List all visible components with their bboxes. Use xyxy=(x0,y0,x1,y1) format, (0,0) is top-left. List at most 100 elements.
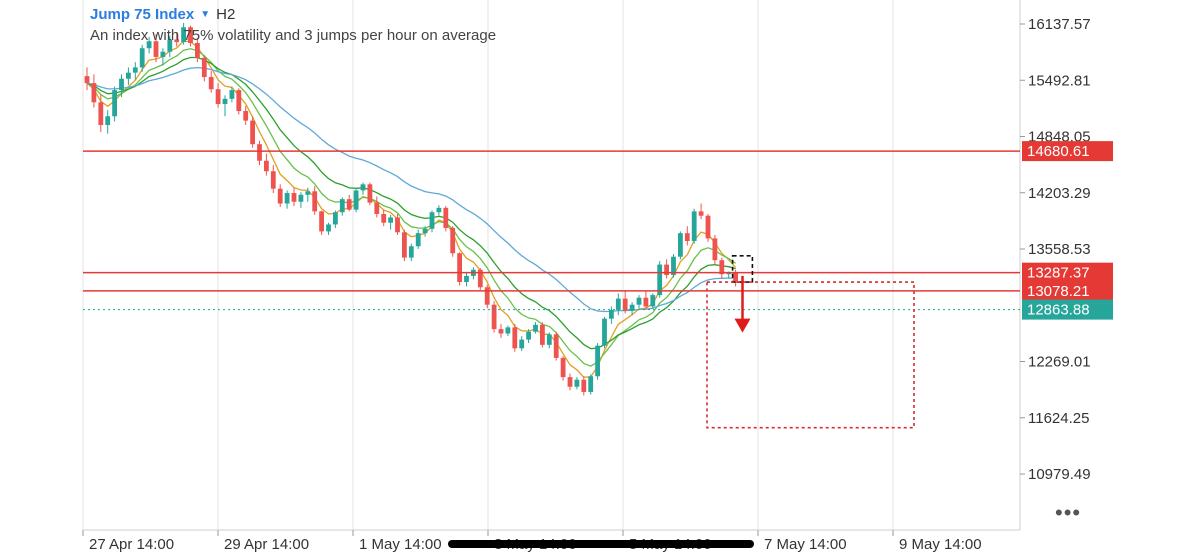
candle-body xyxy=(546,334,552,345)
candle-body xyxy=(664,264,669,276)
candle-body xyxy=(160,51,166,57)
candle-body xyxy=(622,298,628,311)
candle-body xyxy=(326,224,331,232)
candle-body xyxy=(188,27,193,43)
candle-body xyxy=(505,327,511,334)
candle-body xyxy=(429,212,435,229)
target-box-annotation xyxy=(706,281,915,429)
candle-body xyxy=(477,269,483,288)
candle-body xyxy=(712,238,718,261)
candle-body xyxy=(284,193,290,204)
candle-body xyxy=(395,217,400,233)
more-options-icon[interactable]: ••• xyxy=(1055,500,1082,525)
price-axis-label: 13558.53 xyxy=(1028,241,1091,258)
timeframe-label[interactable]: H2 xyxy=(216,6,236,23)
time-axis-label: 29 Apr 14:00 xyxy=(224,536,309,553)
candle-body xyxy=(346,199,352,210)
candle-body xyxy=(119,78,124,91)
candle-body xyxy=(684,233,690,242)
candle-body xyxy=(540,324,545,345)
candle-body xyxy=(298,194,304,202)
candle-body xyxy=(222,98,228,105)
entry-box-annotation xyxy=(731,255,754,283)
down-arrow-icon xyxy=(734,318,751,333)
symbol-name[interactable]: Jump 75 Index xyxy=(90,6,195,23)
candle-body xyxy=(408,246,414,258)
candle-body xyxy=(678,233,683,257)
candle-body xyxy=(312,191,318,212)
candle-body xyxy=(671,256,676,276)
moving-average-line xyxy=(86,66,736,313)
moving-average-line xyxy=(86,48,736,367)
candle-body xyxy=(733,272,738,283)
candle-body xyxy=(339,199,345,213)
price-axis-label: 10979.49 xyxy=(1028,466,1091,483)
price-axis-label: 16137.57 xyxy=(1028,16,1091,33)
candle-body xyxy=(512,327,518,349)
candle-body xyxy=(719,260,725,275)
level-price-label: 14680.61 xyxy=(1027,143,1090,160)
moving-average-line xyxy=(86,56,736,350)
candle-body xyxy=(264,160,269,172)
candle-body xyxy=(181,27,186,43)
candle-body xyxy=(567,377,573,387)
moving-average-line xyxy=(86,40,737,378)
candle-body xyxy=(581,379,587,392)
candle-body xyxy=(291,193,297,202)
candle-body xyxy=(602,318,607,346)
candle-body xyxy=(595,345,600,377)
candle-body xyxy=(650,295,656,307)
current-price-tag xyxy=(1022,299,1113,320)
time-axis-label: 7 May 14:00 xyxy=(764,536,847,553)
candle-body xyxy=(588,376,594,392)
candle-body xyxy=(374,202,380,214)
price-axis-label: 14203.29 xyxy=(1028,185,1091,202)
price-axis-label: 12269.01 xyxy=(1028,354,1091,371)
time-axis-label: 27 Apr 14:00 xyxy=(89,536,174,553)
candle-body xyxy=(519,339,525,349)
symbol-description: An index with 75% volatility and 3 jumps… xyxy=(90,27,497,44)
candle-body xyxy=(388,217,393,223)
price-axis-label: 11624.25 xyxy=(1028,410,1089,427)
candle-body xyxy=(319,211,324,232)
candle-body xyxy=(367,184,373,203)
candle-body xyxy=(450,227,456,254)
candle-body xyxy=(629,304,635,311)
candle-body xyxy=(698,211,704,216)
candle-body xyxy=(657,264,663,296)
level-price-label: 13078.21 xyxy=(1027,283,1090,300)
candle-body xyxy=(105,116,111,125)
candle-body xyxy=(243,111,249,121)
candle-body xyxy=(132,67,138,73)
candle-body xyxy=(691,211,697,242)
home-indicator[interactable] xyxy=(448,540,754,548)
candle-body xyxy=(436,207,442,213)
candle-body xyxy=(333,212,338,225)
candle-body xyxy=(153,41,159,57)
candle-body xyxy=(146,41,152,49)
candle-body xyxy=(229,90,235,99)
candle-body xyxy=(305,191,311,195)
candle-body xyxy=(422,228,428,234)
candle-body xyxy=(526,331,531,340)
chart-header: Jump 75 Index ▼ H2 An index with 75% vol… xyxy=(90,6,496,44)
candle-body xyxy=(381,213,387,223)
candle-body xyxy=(236,90,242,112)
candle-body xyxy=(91,83,97,103)
candle-body xyxy=(353,190,359,210)
candle-body xyxy=(464,275,469,283)
price-axis-label: 15492.81 xyxy=(1028,72,1091,89)
candle-body xyxy=(457,253,462,283)
current-price-label: 12863.88 xyxy=(1027,302,1090,319)
time-axis-label: 1 May 14:00 xyxy=(359,536,442,553)
candle-body xyxy=(277,188,283,204)
caret-down-icon[interactable]: ▼ xyxy=(200,9,211,20)
time-axis-label: 9 May 14:00 xyxy=(899,536,982,553)
candle-body xyxy=(270,171,276,189)
candle-body xyxy=(609,309,614,319)
candle-body xyxy=(112,90,117,117)
candle-body xyxy=(174,39,180,43)
candle-body xyxy=(167,39,173,52)
candle-body xyxy=(533,324,538,332)
